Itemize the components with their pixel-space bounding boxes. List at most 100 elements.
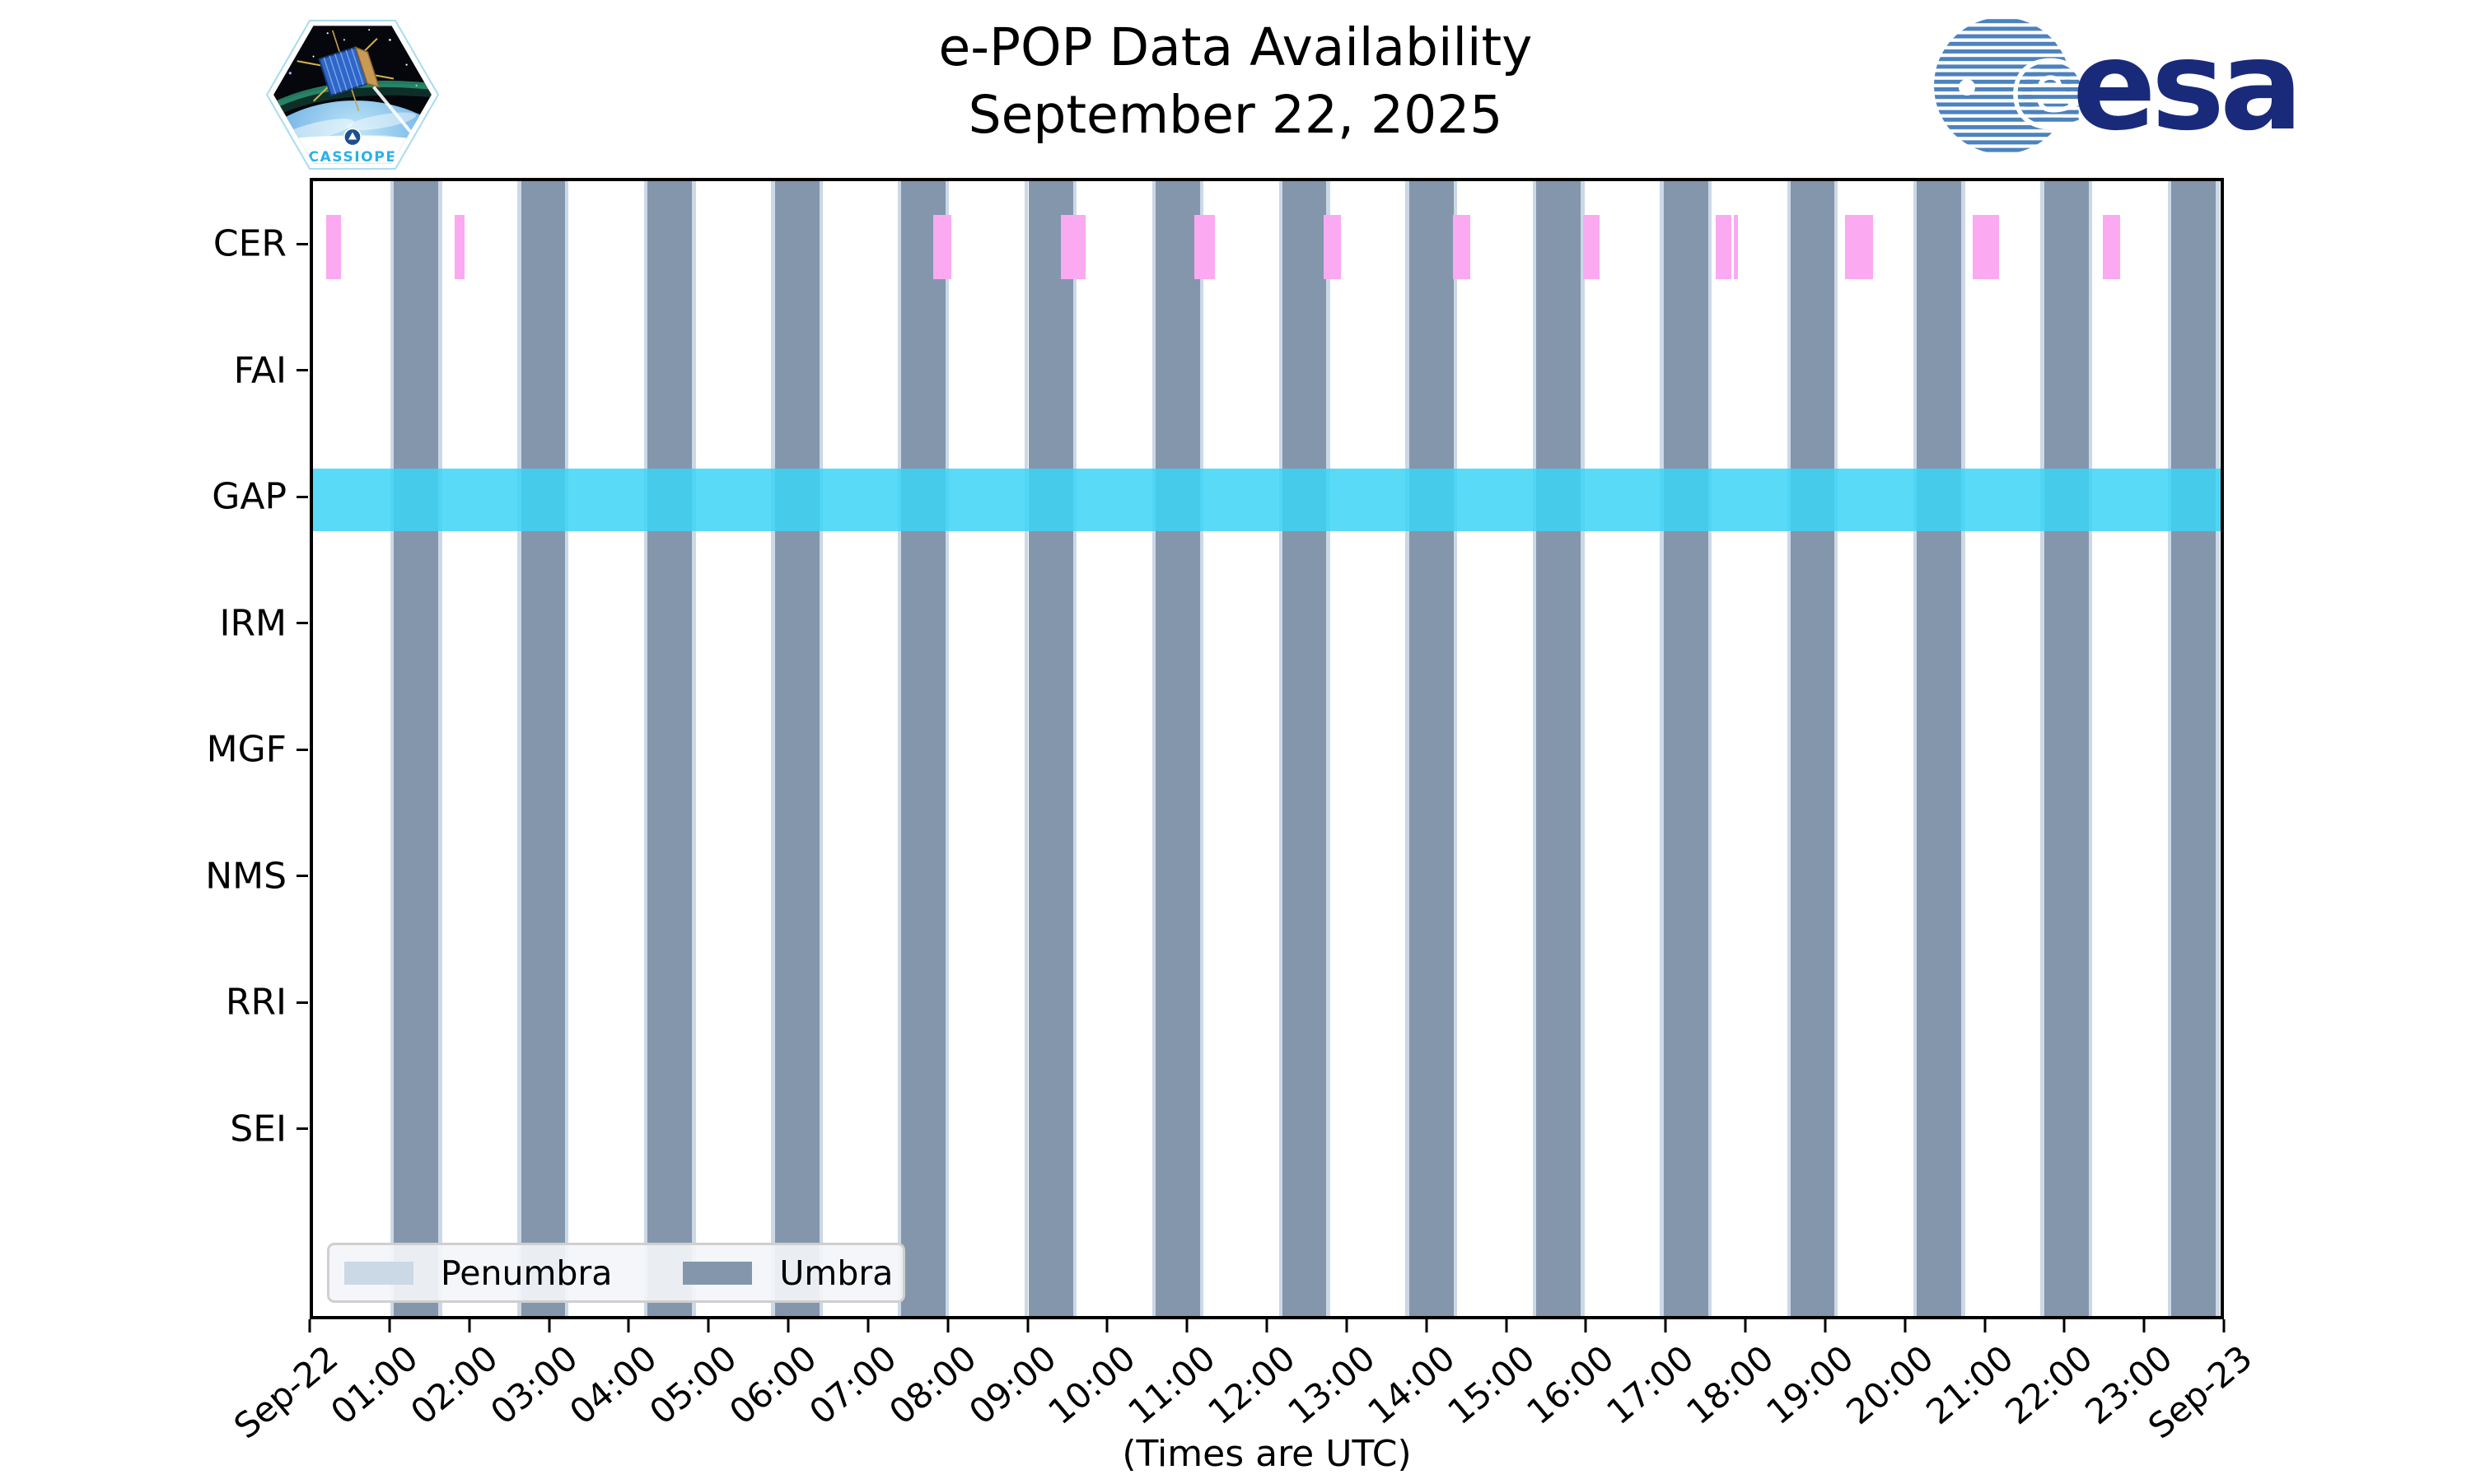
y-tick-mark: [297, 1001, 308, 1004]
penumbra-strip: [897, 181, 902, 1316]
x-tick-mark: [787, 1319, 790, 1332]
cer-availability-bar: [1061, 215, 1086, 279]
y-tick-label-sei: SEI: [230, 1108, 287, 1150]
x-tick-label: 18:00: [1679, 1337, 1782, 1433]
penumbra-strip: [643, 181, 648, 1316]
gap-availability-band: [313, 469, 2221, 531]
penumbra-strip: [517, 181, 521, 1316]
y-axis: CER FAI GAP IRM MGF NMS RRI SEI: [0, 178, 310, 1319]
penumbra-strip: [1405, 181, 1409, 1316]
umbra-bar: [1536, 181, 1581, 1316]
x-tick-label: Sep-22: [226, 1337, 346, 1447]
penumbra-strip: [946, 181, 950, 1316]
x-tick-mark: [1584, 1319, 1587, 1332]
x-tick-mark: [1265, 1319, 1268, 1332]
penumbra-strip: [2040, 181, 2044, 1316]
x-tick-mark: [866, 1319, 870, 1332]
chart-subtitle: September 22, 2025: [968, 85, 1503, 145]
svg-text:e: e: [2013, 23, 2087, 150]
umbra-swatch: [683, 1261, 753, 1285]
penumbra-strip: [390, 181, 395, 1316]
x-tick-mark: [1185, 1319, 1189, 1332]
y-tick-label-gap: GAP: [212, 475, 287, 518]
x-tick-mark: [1425, 1319, 1428, 1332]
cer-availability-bar: [1194, 215, 1216, 279]
umbra-bar: [1028, 181, 1073, 1316]
x-tick-label: 06:00: [722, 1337, 824, 1433]
y-tick-label-fai: FAI: [233, 349, 287, 391]
x-tick-label: 04:00: [562, 1337, 665, 1433]
x-tick-label: 10:00: [1040, 1337, 1143, 1433]
penumbra-strip: [2167, 181, 2172, 1316]
x-tick-mark: [1505, 1319, 1507, 1332]
umbra-bar: [1790, 181, 1834, 1316]
umbra-bar: [521, 181, 565, 1316]
x-tick-label: 09:00: [960, 1337, 1063, 1433]
x-tick-label: 02:00: [402, 1337, 506, 1433]
umbra-bar: [1663, 181, 1708, 1316]
penumbra-strip: [1660, 181, 1664, 1316]
cer-availability-bar: [1583, 215, 1600, 279]
esa-wordmark: esa: [2072, 15, 2298, 158]
penumbra-strip: [1326, 181, 1330, 1316]
cer-availability-bar: [326, 215, 341, 279]
penumbra-strip: [2088, 181, 2093, 1316]
umbra-bar: [901, 181, 946, 1316]
patch-bottom-band: [273, 135, 432, 164]
penumbra-strip: [1532, 181, 1537, 1316]
penumbra-strip: [1025, 181, 1029, 1316]
umbra-bar: [2044, 181, 2089, 1316]
penumbra-strip: [564, 181, 569, 1316]
chart-title-block: e-POP Data Availability September 22, 20…: [0, 13, 2471, 148]
umbra-bar: [774, 181, 820, 1316]
y-tick-label-rri: RRI: [225, 981, 287, 1024]
penumbra-strip: [1961, 181, 1965, 1316]
penumbra-strip: [1453, 181, 1458, 1316]
plot-area: Penumbra Umbra: [310, 178, 2224, 1319]
penumbra-strip: [819, 181, 824, 1316]
cer-availability-bar: [1844, 215, 1874, 279]
x-tick-mark: [1744, 1319, 1747, 1332]
x-axis: Sep-22 01:00 02:00 03:00 04:00 05:00 06:00 07:0…: [227, 1319, 2259, 1484]
x-tick-label: 12:00: [1200, 1337, 1303, 1433]
chart-title: e-POP Data Availability: [938, 17, 1533, 77]
penumbra-strip: [692, 181, 696, 1316]
penumbra-strip: [1834, 181, 1838, 1316]
y-tick-label-nms: NMS: [205, 855, 287, 897]
umbra-label: Umbra: [779, 1253, 894, 1293]
penumbra-strip: [2216, 181, 2220, 1316]
y-tick-label-irm: IRM: [219, 602, 287, 644]
x-tick-label: 17:00: [1599, 1337, 1702, 1433]
penumbra-strip: [1581, 181, 1585, 1316]
patch-title: CASSIOPE: [308, 149, 396, 166]
x-tick-mark: [2062, 1319, 2066, 1332]
legend-entry-penumbra: Penumbra: [344, 1253, 612, 1293]
umbra-bar: [1408, 181, 1454, 1316]
y-tick-mark: [297, 495, 308, 498]
penumbra-strip: [1787, 181, 1791, 1316]
x-tick-mark: [1903, 1319, 1907, 1332]
cer-availability-bar: [2103, 215, 2121, 279]
x-tick-label: 11:00: [1120, 1337, 1223, 1433]
esa-logo: e e esa: [1934, 15, 2303, 158]
y-tick-label-mgf: MGF: [206, 728, 287, 771]
x-tick-label: 21:00: [1917, 1337, 2020, 1433]
y-tick-mark: [297, 875, 308, 877]
legend-entry-umbra: Umbra: [683, 1253, 893, 1293]
umbra-bar: [1155, 181, 1200, 1316]
x-tick-mark: [1824, 1319, 1827, 1332]
x-tick-mark: [2222, 1319, 2226, 1332]
x-tick-mark: [707, 1319, 710, 1332]
x-tick-mark: [1983, 1319, 1986, 1332]
x-tick-mark: [308, 1319, 311, 1332]
penumbra-strip: [1278, 181, 1283, 1316]
umbra-bar: [647, 181, 693, 1316]
penumbra-label: Penumbra: [441, 1253, 613, 1293]
x-tick-label: 03:00: [482, 1337, 585, 1433]
x-tick-mark: [1664, 1319, 1667, 1332]
x-tick-label: 16:00: [1519, 1337, 1622, 1433]
x-tick-label: 19:00: [1759, 1337, 1861, 1433]
penumbra-strip: [438, 181, 442, 1316]
penumbra-strip: [1151, 181, 1156, 1316]
